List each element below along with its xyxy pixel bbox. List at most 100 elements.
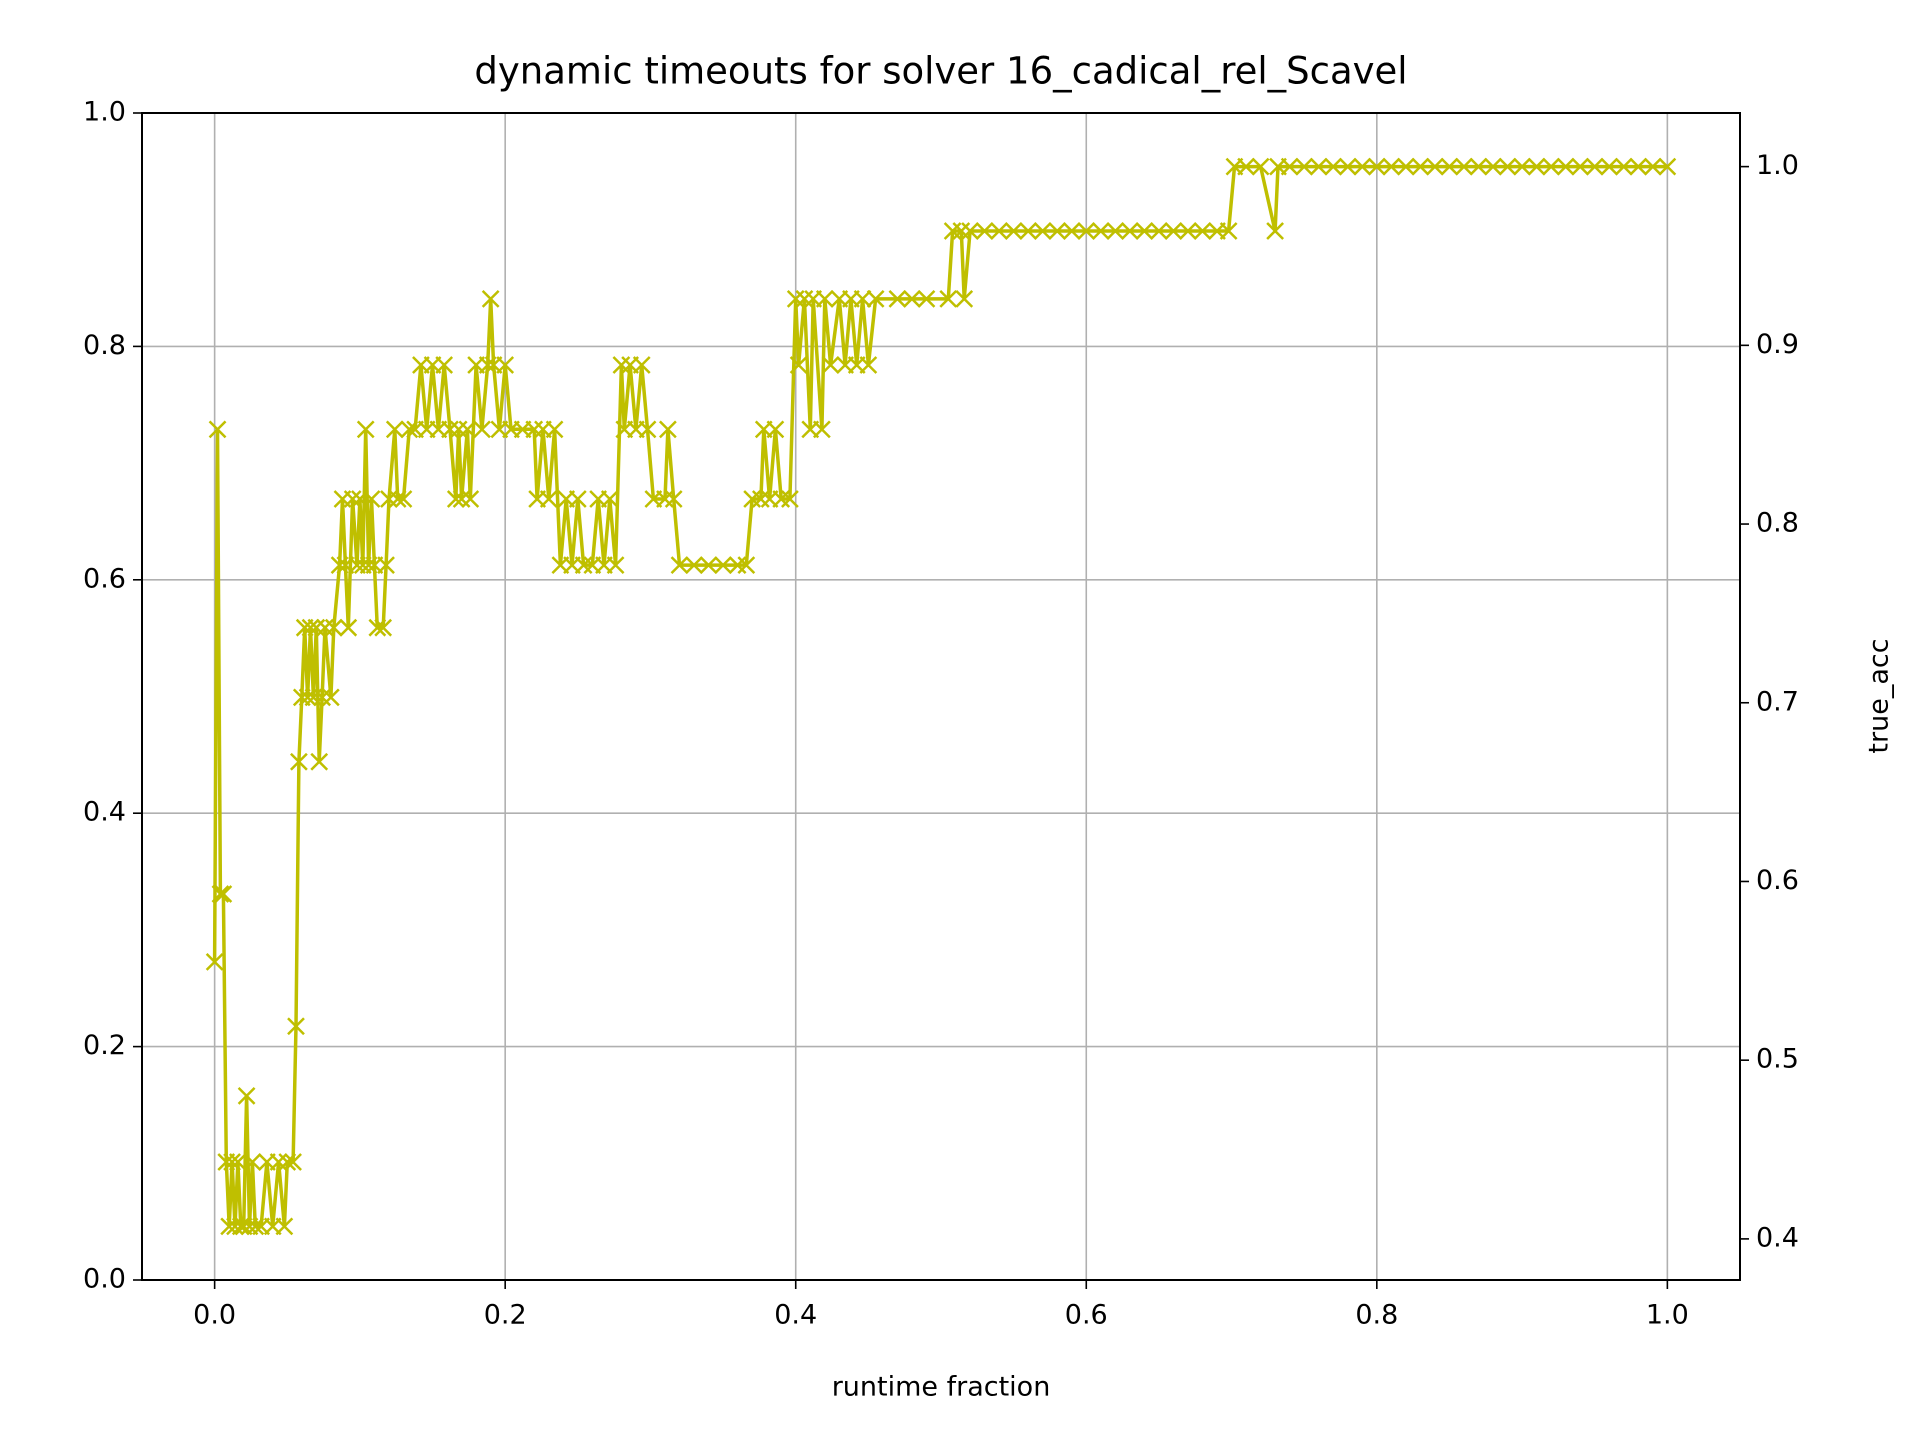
marker xyxy=(975,222,994,240)
marker xyxy=(955,289,974,308)
marker xyxy=(638,420,657,439)
marker xyxy=(205,953,224,971)
marker xyxy=(1106,222,1125,240)
marker xyxy=(461,490,480,508)
y2-axis-label: true_acc xyxy=(1864,638,1895,753)
marker xyxy=(888,289,907,308)
marker xyxy=(1338,157,1357,176)
marker xyxy=(1077,222,1096,240)
marker xyxy=(525,420,544,439)
marker xyxy=(324,618,343,637)
marker xyxy=(458,420,477,439)
marker xyxy=(1455,157,1473,176)
x-tick-label: 0.0 xyxy=(193,1300,236,1331)
marker xyxy=(1251,157,1270,176)
marker xyxy=(612,356,631,374)
marker xyxy=(743,490,762,508)
marker xyxy=(298,688,317,707)
marker xyxy=(449,420,468,439)
marker xyxy=(714,556,732,575)
marker xyxy=(821,356,840,374)
x-tick-label: 0.4 xyxy=(774,1300,817,1331)
x-tick-label: 0.8 xyxy=(1355,1300,1398,1331)
marker xyxy=(1643,157,1662,176)
marker xyxy=(939,289,958,308)
marker xyxy=(237,1087,256,1105)
marker xyxy=(664,490,683,508)
marker xyxy=(290,752,308,771)
marker xyxy=(632,356,651,374)
marker xyxy=(1469,157,1488,176)
marker xyxy=(1585,157,1604,176)
marker xyxy=(1440,157,1459,176)
marker xyxy=(1280,157,1299,176)
marker xyxy=(362,490,381,508)
marker xyxy=(356,420,375,439)
marker xyxy=(1396,157,1415,176)
y-tick-label: 0.0 xyxy=(83,1264,126,1295)
marker xyxy=(990,222,1008,240)
marker xyxy=(1219,222,1238,240)
marker xyxy=(1019,222,1038,240)
marker xyxy=(452,490,471,508)
chart-title: dynamic timeouts for solver 16_cadical_r… xyxy=(474,50,1407,93)
marker xyxy=(246,1217,265,1236)
marker xyxy=(1295,157,1314,176)
marker xyxy=(1527,157,1546,176)
y2-tick-label: 0.6 xyxy=(1756,865,1799,896)
x-tick-label: 1.0 xyxy=(1646,1300,1689,1331)
marker xyxy=(1542,157,1561,176)
x-tick-label: 0.2 xyxy=(484,1300,527,1331)
marker xyxy=(1382,157,1401,176)
marker xyxy=(766,420,785,439)
marker xyxy=(275,1217,294,1236)
marker xyxy=(1629,157,1648,176)
marker xyxy=(903,289,921,308)
plot-frame xyxy=(141,112,1741,1281)
marker xyxy=(600,490,619,508)
marker xyxy=(1498,157,1517,176)
marker xyxy=(1091,222,1110,240)
marker xyxy=(301,618,320,637)
marker xyxy=(339,618,358,637)
marker xyxy=(728,556,747,575)
marker xyxy=(656,490,674,508)
y2-tick-label: 0.7 xyxy=(1756,686,1799,717)
marker xyxy=(1237,157,1255,176)
y2-tick-label: 0.8 xyxy=(1756,508,1799,539)
y2-tick-label: 0.5 xyxy=(1756,1044,1799,1075)
marker xyxy=(1193,222,1212,240)
marker xyxy=(226,1217,244,1236)
marker xyxy=(214,885,233,903)
marker xyxy=(1033,222,1052,240)
marker xyxy=(670,556,689,575)
marker xyxy=(1120,222,1139,240)
marker xyxy=(1179,222,1197,240)
marker xyxy=(866,289,885,308)
marker xyxy=(772,490,791,508)
y-tick-label: 0.8 xyxy=(83,330,126,361)
x-tick-label: 0.6 xyxy=(1065,1300,1108,1331)
marker xyxy=(481,289,500,308)
marker xyxy=(659,420,677,439)
marker xyxy=(269,1153,288,1171)
marker xyxy=(1266,222,1285,240)
marker xyxy=(1062,222,1081,240)
marker xyxy=(1135,222,1154,240)
marker xyxy=(952,222,971,240)
marker xyxy=(446,490,465,508)
marker xyxy=(685,556,703,575)
marker xyxy=(737,556,756,575)
marker xyxy=(795,289,814,308)
y-tick-label: 0.4 xyxy=(83,797,126,828)
y2-tick-label: 0.4 xyxy=(1756,1222,1799,1253)
marker xyxy=(574,556,593,575)
marker xyxy=(1614,157,1633,176)
marker xyxy=(435,356,454,374)
marker xyxy=(330,556,349,575)
y-tick-label: 1.0 xyxy=(83,97,126,128)
marker xyxy=(231,1217,250,1236)
marker xyxy=(1484,157,1502,176)
marker xyxy=(699,556,718,575)
marker xyxy=(310,752,329,771)
